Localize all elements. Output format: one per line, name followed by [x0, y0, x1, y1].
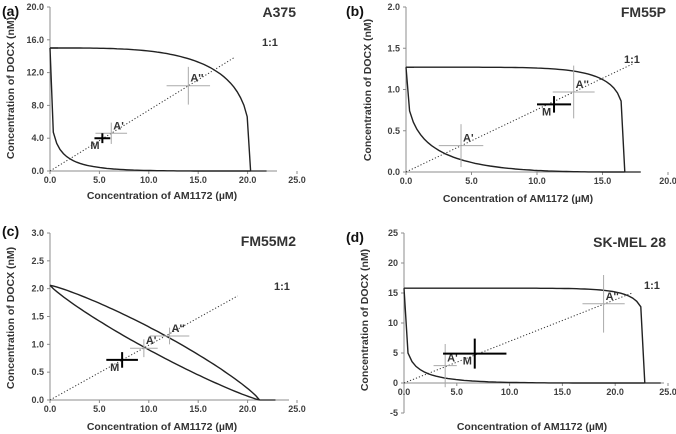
y-tick-label: 20 [388, 258, 398, 268]
y-tick-label: 0.0 [387, 167, 400, 177]
chart-title: SK-MEL 28 [593, 234, 666, 250]
y-tick-label: 2.5 [31, 256, 44, 266]
point-label: M [542, 106, 551, 118]
y-axis-label: Concentration of DOCX (nM) [359, 249, 371, 391]
point-label: M [463, 356, 472, 368]
lower-additivity-curve [49, 284, 260, 401]
upper-additivity-curve [404, 287, 646, 384]
point-label: A'' [172, 323, 186, 335]
x-tick-label: 0.0 [44, 404, 57, 414]
x-tick-label: 15.0 [189, 175, 207, 185]
y-tick-label: 0 [393, 378, 398, 388]
y-tick-label: 25 [388, 228, 398, 238]
panel-label: (c) [2, 223, 19, 239]
upper-additivity-curve [50, 47, 252, 172]
point-label: A'' [190, 73, 204, 85]
y-axis-label: Concentration of DOCX (nM) [5, 247, 17, 389]
x-tick-label: 15.0 [189, 404, 207, 414]
x-tick-label: 20.0 [659, 176, 676, 186]
point-label: A' [463, 133, 474, 145]
upper-additivity-curve [406, 66, 626, 173]
y-tick-label: 5 [393, 348, 398, 358]
x-tick-label: 20.0 [606, 387, 624, 397]
lower-additivity-curve [49, 47, 251, 172]
x-tick-label: 25.0 [659, 387, 676, 397]
point-label: A'' [576, 79, 590, 91]
point-label: A'' [606, 291, 620, 303]
x-tick-label: 10.0 [501, 387, 519, 397]
panel-d: (d) SK-MEL 28 Concentration of AM1172 (µ… [346, 228, 676, 433]
y-tick-label: 3.0 [31, 228, 44, 238]
x-tick-label: 20.0 [239, 404, 257, 414]
y-tick-label: 20.0 [26, 2, 44, 12]
y-tick-label: 0.0 [31, 166, 44, 176]
point-label: A' [146, 335, 157, 347]
one-to-one-line [403, 292, 633, 384]
y-axis-label: Concentration of DOCX (nM) [362, 19, 374, 161]
upper-additivity-curve [49, 284, 261, 401]
y-tick-label: 12.0 [26, 68, 44, 78]
x-axis-label: Concentration of AM1172 (µM) [443, 193, 593, 205]
y-tick-label: 1.5 [31, 312, 44, 322]
x-tick-label: 10.0 [528, 176, 546, 186]
panel-label: (b) [346, 3, 364, 19]
y-tick-label: 0.5 [387, 126, 400, 136]
x-tick-label: 25.0 [288, 404, 306, 414]
panel-a: (a) A375 Concentration of AM1172 (µM) Co… [2, 2, 306, 202]
y-tick-label: 4.0 [31, 133, 44, 143]
line-label-1-1: 1:1 [274, 281, 290, 293]
chart-title: FM55M2 [241, 233, 296, 249]
x-tick-label: 5.0 [465, 176, 478, 186]
panel-c: (c) FM55M2 Concentration of AM1172 (µM) … [2, 223, 306, 433]
one-to-one-line [49, 57, 235, 172]
chart-title: A375 [263, 4, 297, 20]
y-tick-label: 15 [388, 288, 398, 298]
x-tick-label: 0.0 [400, 176, 413, 186]
chart-title: FM55P [621, 4, 666, 20]
y-tick-label: 8.0 [31, 100, 44, 110]
panel-b: (b) FM55P Concentration of AM1172 (µM) C… [346, 2, 676, 205]
line-label-1-1: 1:1 [624, 54, 640, 66]
y-tick-label: 0.5 [31, 367, 44, 377]
x-tick-label: 15.0 [554, 387, 572, 397]
y-tick-label: 2.0 [31, 284, 44, 294]
x-tick-label: 10.0 [140, 175, 158, 185]
y-tick-label: -5 [390, 408, 398, 418]
y-tick-label: 1.0 [31, 339, 44, 349]
x-tick-label: 15.0 [594, 176, 612, 186]
point-label: A' [447, 353, 458, 365]
x-tick-label: 5.0 [451, 387, 464, 397]
lower-additivity-curve [403, 288, 645, 384]
y-axis-label: Concentration of DOCX (nM) [5, 17, 17, 159]
panel-label: (d) [346, 229, 364, 245]
x-tick-label: 0.0 [398, 387, 411, 397]
x-axis-label: Concentration of AM1172 (µM) [457, 421, 607, 433]
x-tick-label: 10.0 [140, 404, 158, 414]
point-label: A' [113, 120, 124, 132]
y-tick-label: 1.5 [387, 43, 400, 53]
x-tick-label: 0.0 [44, 175, 57, 185]
y-tick-label: 10 [388, 318, 398, 328]
y-tick-label: 16.0 [26, 35, 44, 45]
line-label-1-1: 1:1 [644, 280, 660, 292]
x-axis-label: Concentration of AM1172 (µM) [87, 190, 237, 202]
lower-additivity-curve [405, 67, 625, 173]
x-tick-label: 5.0 [93, 404, 106, 414]
x-axis-label: Concentration of AM1172 (µM) [87, 421, 237, 433]
line-label-1-1: 1:1 [262, 37, 278, 49]
one-to-one-line [49, 295, 238, 401]
y-tick-label: 0.0 [31, 395, 44, 405]
point-label: M [110, 362, 119, 374]
x-tick-label: 25.0 [288, 175, 306, 185]
y-tick-label: 1.0 [387, 85, 400, 95]
x-tick-label: 5.0 [93, 175, 106, 185]
y-tick-label: 2.0 [387, 2, 400, 12]
one-to-one-line [405, 63, 633, 173]
panel-label: (a) [2, 3, 19, 19]
point-label: M [90, 140, 99, 152]
x-tick-label: 20.0 [239, 175, 257, 185]
